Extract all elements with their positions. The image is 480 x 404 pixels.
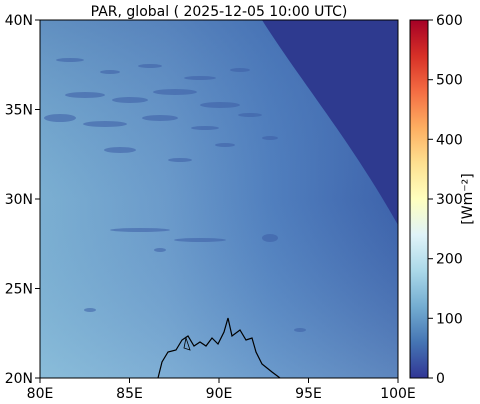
- lat-tick-40N: 40N: [5, 13, 33, 29]
- colorbar-tick-300: 300: [436, 192, 463, 208]
- map-panel: [40, 20, 398, 378]
- colorbar-label: [Wm⁻²]: [460, 173, 476, 224]
- lat-tick-20N: 20N: [5, 371, 33, 387]
- lat-axis: 40N 35N 30N 25N 20N: [5, 13, 40, 387]
- coastline-island: [183, 336, 191, 351]
- map-title: PAR, global ( 2025-12-05 10:00 UTC): [90, 4, 348, 20]
- colorbar-bar: [409, 19, 429, 379]
- colorbar-tick-400: 400: [436, 132, 463, 148]
- colorbar-tick-100: 100: [436, 311, 463, 327]
- lon-tick-90E: 90E: [206, 386, 233, 402]
- lon-tick-95E: 95E: [295, 386, 322, 402]
- lon-tick-100E: 100E: [380, 386, 416, 402]
- lon-tick-80E: 80E: [27, 386, 54, 402]
- lat-tick-25N: 25N: [5, 282, 33, 298]
- colorbar-tick-200: 200: [436, 252, 463, 268]
- colorbar: 0 100 200 300 400 500 600 [Wm⁻²]: [409, 13, 476, 387]
- colorbar-tick-600: 600: [436, 13, 463, 29]
- lon-axis: 80E 85E 90E 95E 100E: [27, 378, 416, 402]
- lat-tick-30N: 30N: [5, 192, 33, 208]
- coastline: [157, 317, 281, 378]
- colorbar-tick-500: 500: [436, 73, 463, 89]
- colorbar-ticks: 0 100 200 300 400 500 600: [428, 13, 463, 387]
- lon-tick-85E: 85E: [116, 386, 143, 402]
- lat-tick-35N: 35N: [5, 103, 33, 119]
- terminator-dark-region: [262, 20, 398, 225]
- cloud-texture: [44, 58, 306, 332]
- colorbar-tick-0: 0: [436, 371, 445, 387]
